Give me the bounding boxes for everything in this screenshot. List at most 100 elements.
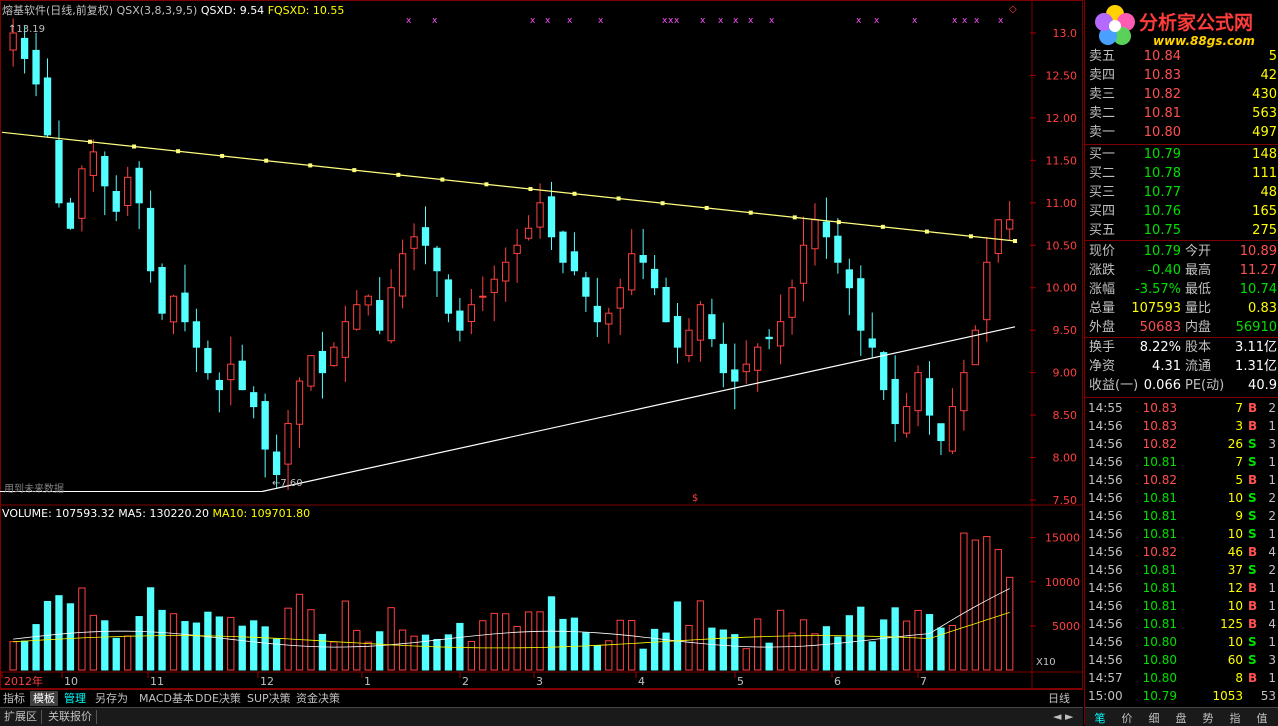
- trendline-marker: [264, 158, 269, 163]
- volume-value: VOLUME: 107593.32: [2, 507, 115, 520]
- volume-bar: [673, 601, 682, 671]
- tick-volume: 125: [1220, 617, 1243, 631]
- tick-price: 10.83: [1142, 419, 1177, 433]
- ask-volume: 563: [1252, 106, 1277, 121]
- volume-unit: X10: [1036, 657, 1056, 668]
- right-tab-2[interactable]: 细: [1148, 712, 1160, 725]
- candle-body: [330, 346, 338, 367]
- tick-time: 14:56: [1088, 617, 1123, 631]
- nav-arrows[interactable]: ◄ ►: [1053, 710, 1074, 723]
- tab-save-as[interactable]: 另存为: [95, 692, 128, 705]
- ask-volume: 497: [1252, 125, 1277, 140]
- trendline-marker: [220, 153, 225, 158]
- tick-count: 3: [1268, 437, 1276, 451]
- volume-ma5: MA5: 130220.20: [118, 507, 209, 520]
- quote-row: 外盘 50683 内盘 56910: [1085, 319, 1278, 337]
- right-tab-6[interactable]: 值: [1256, 712, 1268, 725]
- ask-label: 卖五: [1089, 49, 1116, 64]
- tick-volume: 12: [1227, 581, 1243, 595]
- candle-body: [101, 156, 109, 187]
- tick-volume: 60: [1227, 653, 1243, 667]
- candle-body: [456, 310, 464, 331]
- signal-x-marker: x: [748, 16, 754, 26]
- tab-sup[interactable]: SUP决策: [247, 692, 291, 705]
- volume-bar: [227, 616, 235, 671]
- tick-time: 14:56: [1088, 419, 1123, 433]
- quote-value: 11.27: [1239, 263, 1277, 278]
- tick-volume: 1053: [1212, 689, 1243, 703]
- right-tab-3[interactable]: 盘: [1175, 712, 1187, 725]
- tick-price: 10.81: [1142, 617, 1177, 631]
- tab-manage[interactable]: 管理: [64, 692, 86, 705]
- lower-trendline: [261, 326, 1016, 493]
- volume-bar: [376, 631, 384, 671]
- ask-volume: 42: [1260, 68, 1277, 83]
- fqsxd-value: FQSXD: 10.55: [267, 4, 345, 17]
- volume-bar: [1006, 576, 1014, 671]
- volume-bar: [238, 625, 246, 671]
- candle-body: [9, 32, 17, 51]
- quote-label: 最低: [1185, 282, 1212, 297]
- trendline-marker: [616, 196, 621, 201]
- right-tab-0[interactable]: 笔: [1094, 712, 1106, 725]
- tick-volume: 10: [1227, 635, 1243, 649]
- volume-bar: [215, 616, 223, 671]
- tab-related-quote[interactable]: 关联报价: [44, 710, 97, 724]
- tab-template[interactable]: 模板: [30, 691, 58, 706]
- right-tab-5[interactable]: 指: [1229, 712, 1241, 725]
- fundamental-value: 3.11亿: [1235, 340, 1277, 355]
- signal-x-marker: x: [406, 16, 412, 26]
- volume-bar: [433, 638, 441, 671]
- candle-body: [32, 49, 40, 85]
- fundamental-value: 8.22%: [1139, 340, 1181, 355]
- period-label[interactable]: 日线: [1048, 692, 1070, 705]
- candle-body: [902, 406, 911, 434]
- volume-bar: [78, 587, 86, 671]
- kline-chart-panel[interactable]: 13.0 12.50 12.00 11.50 11.00 10.50 10.00 9.50 9.…: [0, 0, 1083, 690]
- candle-body: [158, 266, 166, 314]
- candle-body: [398, 253, 407, 297]
- trendline-marker: [88, 139, 92, 144]
- trendline-marker: [792, 215, 797, 220]
- max-price-label: ↑13.19: [8, 24, 45, 35]
- right-tab-1[interactable]: 价: [1121, 712, 1133, 725]
- tick-price: 10.81: [1142, 455, 1177, 469]
- volume-bar: [146, 587, 155, 671]
- tab-dde[interactable]: DDE决策: [195, 692, 241, 705]
- signal-mark: $: [692, 493, 698, 504]
- tick-volume: 9: [1235, 509, 1243, 523]
- fundamental-value: 0.066: [1143, 378, 1181, 393]
- volume-bar: [272, 638, 281, 671]
- quote-label: 最高: [1185, 263, 1212, 278]
- bid-price: 10.75: [1143, 223, 1181, 238]
- kline-chart-svg[interactable]: 13.0 12.50 12.00 11.50 11.00 10.50 10.00 9.50 9.…: [0, 0, 1083, 690]
- tick-side: S: [1248, 653, 1257, 667]
- tick-side: B: [1248, 599, 1258, 613]
- volume-ma10-line: [13, 612, 1010, 649]
- tick-row: 14:56 10.81 7 S 1: [1085, 453, 1278, 471]
- tab-fund[interactable]: 资金决策: [296, 692, 340, 705]
- price-axis-label: 12.00: [1046, 112, 1078, 125]
- tick-row: 14:56 10.81 10 S 1: [1085, 525, 1278, 543]
- volume-bar: [169, 613, 178, 671]
- candle-body: [124, 176, 132, 207]
- price-axis-label: 9.00: [1053, 367, 1078, 380]
- tab-macd[interactable]: MACD基本: [139, 692, 194, 705]
- quote-label: 总量: [1089, 301, 1116, 316]
- quote-row: 总量 107593 量比 0.83: [1085, 300, 1278, 318]
- candle-body: [169, 295, 178, 323]
- tab-indicator[interactable]: 指标: [3, 692, 25, 705]
- right-tab-4[interactable]: 势: [1202, 712, 1214, 725]
- trendline-marker: [396, 172, 401, 177]
- volume-bar: [605, 640, 613, 671]
- volume-bar: [410, 635, 418, 671]
- tick-count: 1: [1268, 599, 1276, 613]
- volume-bar: [101, 620, 109, 671]
- tick-price: 10.81: [1142, 581, 1177, 595]
- volume-bar: [650, 628, 659, 671]
- volume-bar: [754, 618, 762, 671]
- price-axis-label: 11.50: [1046, 154, 1078, 167]
- volume-bar: [547, 596, 556, 671]
- tab-extension[interactable]: 扩展区: [0, 710, 42, 724]
- tick-count: 1: [1268, 473, 1276, 487]
